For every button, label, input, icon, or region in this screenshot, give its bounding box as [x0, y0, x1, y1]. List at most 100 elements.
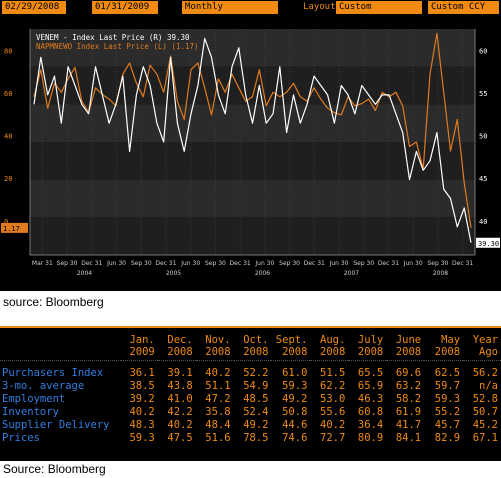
table-cell: 39.2 [129, 393, 155, 405]
table-cell: 36.1 [129, 367, 155, 379]
col-header-month: Aug. [320, 334, 346, 346]
background-band [30, 29, 475, 67]
row-label: Employment [2, 393, 66, 405]
table-cell: 41.7 [395, 419, 422, 431]
table-row: 3-mo. average 38.5 43.8 51.1 54.9 59.3 62.2 65.… [0, 380, 501, 393]
x-year-label: 2008 [433, 270, 448, 277]
top-source-caption: source: Bloomberg [3, 295, 104, 309]
table-cell: 50.8 [282, 406, 308, 418]
period-select[interactable]: Monthly [182, 1, 278, 14]
table-cell: 61.0 [282, 367, 308, 379]
currency-select[interactable]: Custom CCY [428, 1, 499, 14]
table-cell: 43.8 [167, 380, 193, 392]
table-row: Inventory 40.2 42.2 35.8 52.4 50.8 55.6 60.8 61.… [0, 406, 501, 419]
table-cell: 74.6 [282, 432, 308, 444]
table-cell: 63.2 [395, 380, 422, 392]
start-date-field[interactable]: 02/29/2008 [2, 1, 66, 14]
col-header-month: July [357, 334, 384, 346]
x-tick-label: Jun 30 [254, 260, 274, 267]
table-cell: 45.2 [472, 419, 498, 431]
table-cell: 82.9 [434, 432, 461, 444]
x-tick-label: Sep 30 [427, 260, 448, 267]
legend-napmnewo: NAPMNEWO Index Last Price (L) (1.17) [36, 42, 199, 51]
table-cell: 59.7 [434, 380, 461, 392]
table-cell: 67.1 [472, 432, 498, 444]
y-left-tick-label: 20 [4, 175, 12, 183]
table-cell: 46.3 [357, 393, 384, 405]
x-tick-label: Sep 30 [353, 260, 374, 267]
x-tick-label: Mar 31 [32, 260, 53, 267]
ism-table-panel: Jan. Dec. Nov. Oct. Sept. Aug. July June… [0, 326, 501, 461]
table-cell: 45.7 [434, 419, 461, 431]
table-cell: 55.6 [320, 406, 346, 418]
table-cell: 47.2 [205, 393, 231, 405]
table-cell: 51.5 [320, 367, 346, 379]
right-flag-box [476, 237, 500, 248]
table-cell: 36.4 [357, 419, 384, 431]
table-cell: 61.9 [395, 406, 422, 418]
table-header-row-month: Jan. Dec. Nov. Oct. Sept. Aug. July June… [0, 334, 501, 346]
table-cell: 52.4 [243, 406, 269, 418]
y-left-tick-label: 0 [4, 218, 8, 226]
row-label: 3-mo. average [2, 380, 85, 392]
col-header-month: Sept. [275, 334, 308, 346]
y-right-tick-label: 60 [479, 47, 487, 55]
table-row: Prices 59.3 47.5 51.6 78.5 74.6 72.7 80.9 84.1 82… [0, 432, 501, 445]
left-flag-box [1, 222, 28, 233]
header-empty [0, 334, 121, 346]
col-header-month: Year [472, 334, 498, 346]
x-tick-label: Dec 31 [230, 260, 251, 267]
x-tick-label: Sep 30 [131, 260, 152, 267]
table-cell: 62.5 [434, 367, 461, 379]
table-cell: 60.8 [357, 406, 384, 418]
col-header-year: 2008 [434, 346, 461, 358]
table-row: Purchasers Index 36.1 39.1 40.2 52.2 61.0 51.5… [0, 367, 501, 380]
table-cell: 55.2 [434, 406, 461, 418]
x-year-label: 2007 [344, 270, 359, 277]
x-tick-label: Sep 30 [205, 260, 226, 267]
x-tick-label: Dec 31 [155, 260, 176, 267]
x-year-label: 2006 [255, 270, 270, 277]
background-band [30, 217, 475, 255]
x-tick-label: Sep 30 [279, 260, 300, 267]
col-header-month: Dec. [167, 334, 193, 346]
x-tick-label: Dec 31 [304, 260, 325, 267]
series-line-venem [33, 37, 472, 243]
bloomberg-chart-panel: 02/29/2008 01/31/2009 Monthly Layout Cus… [0, 0, 501, 291]
x-tick-label: Jun 30 [180, 260, 200, 267]
table-cell: 40.2 [167, 419, 193, 431]
layout-label: Layout [303, 2, 336, 12]
table-cell: 35.8 [205, 406, 231, 418]
left-flag-label: 1.17 [3, 225, 20, 233]
x-tick-label: Dec 31 [378, 260, 399, 267]
table-cell: 40.2 [129, 406, 155, 418]
table-cell: 54.9 [243, 380, 269, 392]
table-cell: 52.8 [472, 393, 498, 405]
table-cell: 50.7 [472, 406, 498, 418]
header-separator [0, 358, 501, 361]
table-cell: 52.2 [243, 367, 269, 379]
table-cell: 58.2 [395, 393, 422, 405]
bottom-source-caption: Source: Bloomberg [3, 462, 106, 476]
y-right-tick-label: 45 [479, 175, 487, 183]
col-header-year: 2008 [357, 346, 384, 358]
right-flag-label: 39.30 [478, 240, 499, 248]
table-cell: 51.1 [205, 380, 231, 392]
x-tick-label: Dec 31 [81, 260, 102, 267]
x-tick-label: Sep 30 [57, 260, 78, 267]
y-right-tick-label: 50 [479, 133, 487, 141]
end-date-field[interactable]: 01/31/2009 [92, 1, 158, 14]
table-cell: 51.6 [205, 432, 231, 444]
row-label: Supplier Delivery [2, 419, 110, 431]
table-cell: 72.7 [320, 432, 346, 444]
table-cell: n/a [479, 380, 498, 392]
legend-venem: VENEM - Index Last Price (R) 39.30 [36, 33, 190, 42]
col-header-year: 2008 [282, 346, 308, 358]
table-cell: 59.3 [282, 380, 308, 392]
background-band [30, 142, 475, 180]
col-header-year: 2009 [129, 346, 155, 358]
background-band [30, 179, 475, 218]
layout-select[interactable]: Custom [336, 1, 422, 14]
table-cell: 48.5 [243, 393, 269, 405]
col-header-year: 2008 [320, 346, 346, 358]
